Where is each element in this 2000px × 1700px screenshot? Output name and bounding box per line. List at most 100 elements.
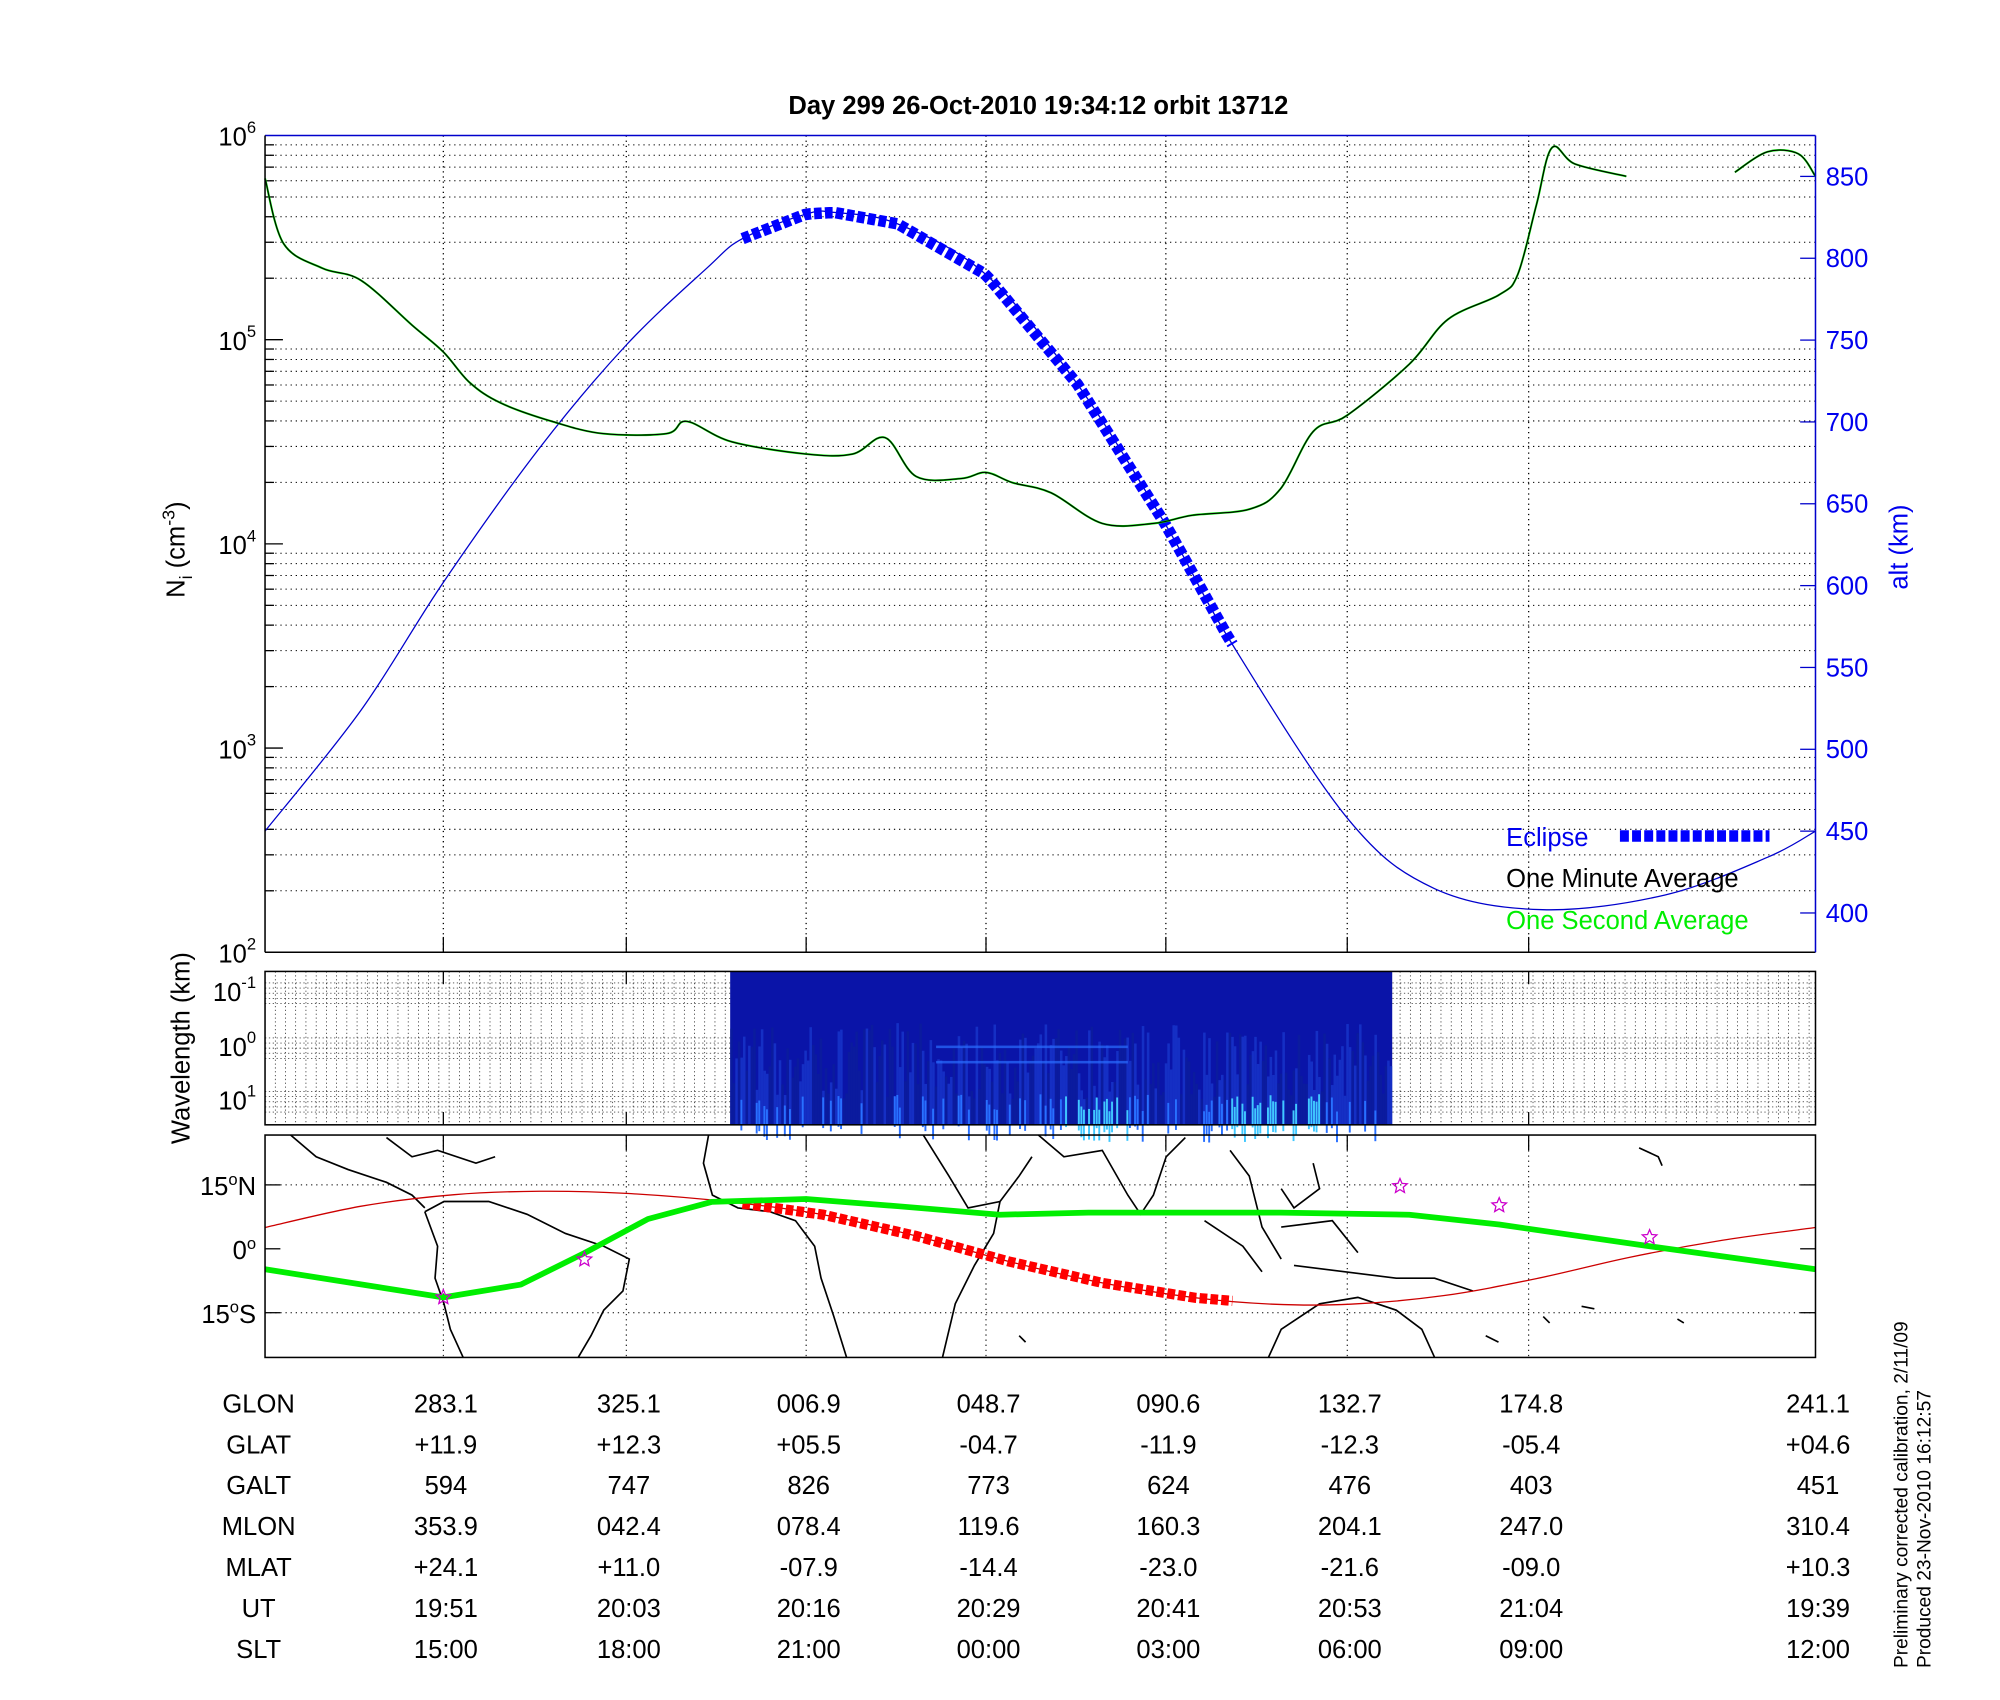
- spectrogram-bright-column: [1364, 1100, 1367, 1132]
- spectrogram-column: [1059, 1050, 1063, 1125]
- spectrogram-column: [1057, 1029, 1060, 1125]
- spectrogram-column: [788, 1059, 792, 1125]
- table-row-label: MLON: [222, 1513, 296, 1541]
- coastline-southeast-asia: [1204, 1149, 1474, 1292]
- spectrogram-column: [1042, 1061, 1045, 1125]
- spectrogram-column: [1249, 1054, 1252, 1125]
- spectrogram-column: [1151, 1063, 1155, 1125]
- spectrogram-column: [1208, 1038, 1211, 1125]
- spectrogram-bright-column: [1272, 1101, 1275, 1132]
- tick-exponent: 2: [247, 935, 256, 954]
- spectrogram-column: [786, 1048, 789, 1125]
- spectrogram-column: [819, 1038, 823, 1125]
- spectrogram-column: [1341, 1046, 1344, 1125]
- spectrogram-column: [881, 1040, 884, 1125]
- spectrogram-column: [1100, 1044, 1104, 1125]
- spectrogram-column: [1261, 1060, 1265, 1125]
- spectrogram-column: [1077, 1073, 1081, 1125]
- spectrogram-bright-column: [1325, 1102, 1328, 1133]
- table-row-label: GLAT: [226, 1431, 291, 1459]
- spectrogram-bright-column: [1059, 1099, 1062, 1130]
- spectrogram-column: [1174, 1025, 1178, 1125]
- spectrogram-bright-column: [1128, 1097, 1131, 1128]
- spectrogram-column: [937, 1059, 940, 1125]
- spectrogram-bright-column: [960, 1094, 963, 1126]
- magnetic-equator-line: [264, 1196, 1816, 1301]
- spectrogram-column: [1251, 1051, 1255, 1125]
- spectrogram-column: [1387, 1060, 1390, 1125]
- star-marker: [575, 1250, 594, 1267]
- spectrogram-bright-column: [988, 1104, 991, 1136]
- spectrogram-column: [980, 1047, 984, 1125]
- spectrogram-column: [1093, 1085, 1096, 1125]
- spectrogram-bright-column: [1111, 1101, 1113, 1133]
- spectrogram-column: [1320, 1091, 1324, 1125]
- coastlines: [290, 1134, 1685, 1358]
- spectrogram-bright-column: [1174, 1099, 1177, 1130]
- spectrogram-column: [978, 1088, 981, 1125]
- top-plot-area: [265, 135, 1816, 953]
- tick-base: 10: [218, 940, 246, 968]
- spectrogram-column: [1085, 1097, 1089, 1125]
- spectrogram-column: [1036, 1043, 1040, 1125]
- table-cell: 03:00: [1136, 1636, 1200, 1664]
- table-cell: 20:41: [1136, 1595, 1200, 1623]
- spectrogram-column: [834, 1088, 838, 1125]
- spectrogram-column: [730, 1028, 733, 1125]
- spectrogram-column: [1215, 1041, 1219, 1125]
- star-marker: [1391, 1176, 1409, 1194]
- table-cell: -21.6: [1321, 1554, 1379, 1582]
- spectrogram-column: [1353, 1065, 1357, 1125]
- tick-exponent: 0: [247, 1028, 256, 1047]
- table-cell: 594: [425, 1472, 468, 1500]
- spectrogram-bright-column: [1374, 1110, 1377, 1142]
- spectrogram-column: [1228, 1032, 1232, 1125]
- spectrogram-column: [760, 1029, 764, 1125]
- spectrogram-column: [990, 1081, 994, 1125]
- table-cell: 826: [787, 1472, 830, 1500]
- tick-degree-symbol: o: [247, 1234, 256, 1253]
- spectrogram-column: [1284, 1072, 1288, 1125]
- spectrogram-column: [735, 1058, 738, 1125]
- spectrogram-column: [1272, 1074, 1275, 1125]
- spectrogram-data: [730, 971, 1393, 1143]
- map-series: [264, 1176, 1816, 1306]
- spectrogram-column: [1277, 1083, 1280, 1125]
- spectrogram-column: [1162, 1092, 1165, 1125]
- spectrogram-column: [778, 1060, 782, 1125]
- spectrogram-bright-column: [1313, 1100, 1315, 1132]
- spectrogram-column: [1238, 1034, 1242, 1125]
- spectrogram-bright-column: [896, 1094, 899, 1126]
- spectrogram-column: [799, 1081, 802, 1125]
- table-cell: 12:00: [1786, 1636, 1850, 1664]
- spectrogram-column: [1366, 1080, 1370, 1125]
- spectrogram-bright-column: [932, 1108, 935, 1140]
- spectrogram-column: [901, 1031, 905, 1125]
- alt-tick-label: 450: [1826, 818, 1869, 846]
- table-cell: -23.0: [1139, 1554, 1197, 1582]
- spectrogram-column: [1024, 1037, 1027, 1125]
- coastline-south-america: [424, 1200, 631, 1358]
- tick-exponent: 6: [247, 118, 256, 137]
- spectrogram-bright-column: [763, 1106, 766, 1137]
- spectrogram-bright-column: [1233, 1106, 1236, 1138]
- spectrogram-column: [1128, 1060, 1132, 1125]
- spectrogram-column: [1305, 1083, 1308, 1125]
- y2-axis-label: alt (km): [1886, 504, 1914, 589]
- alt-tick-label: 850: [1826, 163, 1869, 191]
- spectrogram-column: [909, 1072, 912, 1125]
- table-cell: 19:39: [1786, 1595, 1850, 1623]
- table-row-label: UT: [242, 1595, 276, 1623]
- coastline-islands: [1018, 1147, 1685, 1343]
- table-cell: +05.5: [776, 1431, 841, 1459]
- table-cell: 747: [608, 1472, 651, 1500]
- spectrogram-bright-column: [758, 1100, 761, 1132]
- spectrogram-column: [1021, 1033, 1025, 1125]
- spectrogram-column: [1169, 1069, 1173, 1125]
- alt-tick-label: 400: [1826, 900, 1869, 928]
- table-cell: 624: [1147, 1472, 1190, 1500]
- coastline-central-america: [290, 1134, 496, 1209]
- tick-base: 10: [218, 328, 246, 356]
